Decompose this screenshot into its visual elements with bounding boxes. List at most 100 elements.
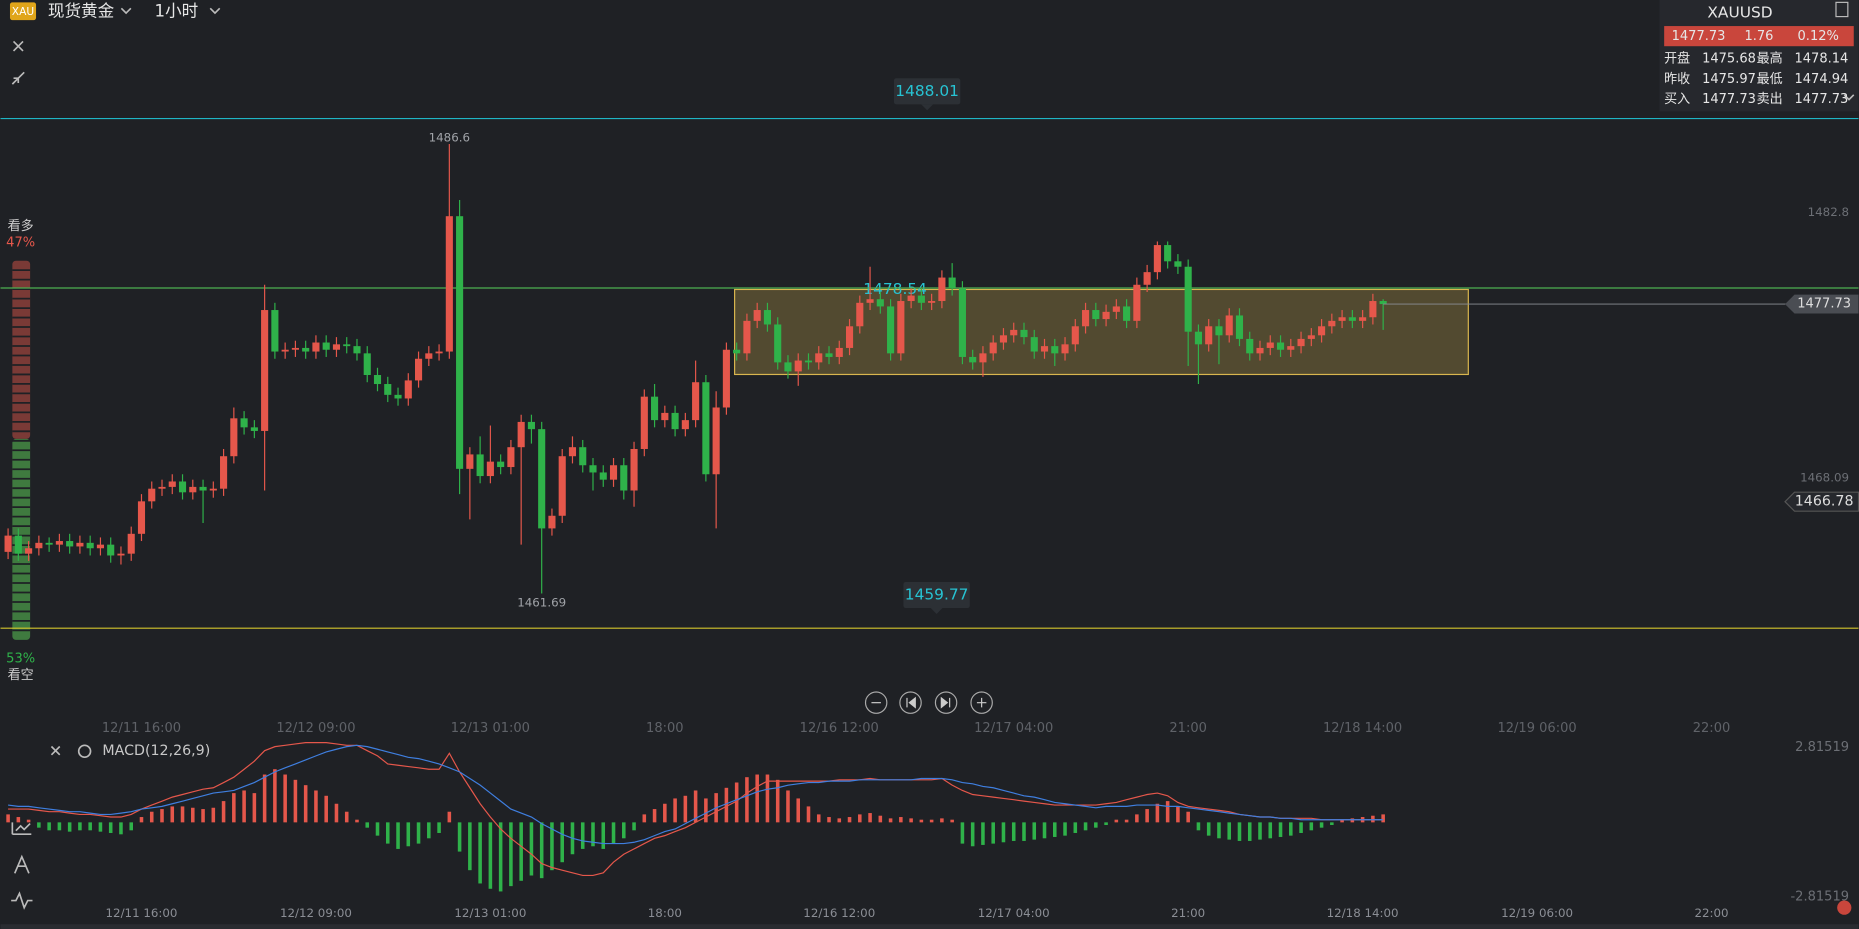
candle-body <box>66 541 74 547</box>
macd-bar <box>26 819 31 823</box>
badge-text: XAU <box>12 5 34 18</box>
long-gauge <box>12 260 31 439</box>
zoom-out[interactable] <box>864 691 888 714</box>
macd-bar <box>1227 822 1231 840</box>
candle-body <box>712 407 720 475</box>
candle-body <box>1143 272 1151 285</box>
macd-bar <box>919 819 924 823</box>
macd-bar <box>119 822 123 835</box>
quote-panel <box>1659 0 1859 112</box>
candle-body <box>497 461 505 468</box>
quote-price-bar <box>1664 26 1854 47</box>
candle-body <box>1174 261 1182 267</box>
macd-bar <box>601 822 606 849</box>
candle-body <box>558 456 566 516</box>
macd-bar <box>201 809 205 823</box>
macd-bar <box>878 815 883 823</box>
candle-body <box>117 553 125 556</box>
macd-bar <box>1319 822 1324 828</box>
macd-bar <box>868 813 872 823</box>
x-tick-label: 12/17 04:00 <box>974 721 1053 736</box>
macd-bar <box>1186 811 1190 823</box>
candle-body <box>1051 346 1059 354</box>
macd-bar <box>888 818 893 823</box>
candle-body <box>640 396 648 449</box>
candle-body <box>271 310 279 352</box>
candle-body <box>373 375 382 385</box>
x-tick-label: 21:00 <box>1169 721 1207 736</box>
macd-bar <box>950 819 954 823</box>
zoom-in[interactable] <box>970 691 993 714</box>
quote-value: 1478.14 <box>1795 52 1849 67</box>
macd-bar <box>1278 822 1283 837</box>
instrument-selector[interactable]: 现货黄金 <box>48 1 115 20</box>
tool-icon[interactable] <box>13 854 30 874</box>
macd-bar <box>314 790 318 823</box>
macd-bar <box>262 774 267 823</box>
panel-expand[interactable] <box>1843 94 1855 101</box>
macd-bar <box>1022 822 1026 841</box>
candle-body <box>1369 301 1377 318</box>
macd-bar <box>1176 806 1180 823</box>
candle-body <box>1030 337 1038 352</box>
candle-body <box>1297 338 1305 347</box>
macd-bar <box>334 803 339 823</box>
macd-bar <box>1258 822 1262 840</box>
candle-body <box>281 349 289 352</box>
macd-bar <box>427 822 431 839</box>
dropdown-arrow[interactable] <box>209 7 221 15</box>
candle-body <box>1112 306 1120 312</box>
macd-bar <box>539 822 544 879</box>
macd-bar <box>67 822 72 832</box>
short-pct: 53% <box>6 651 35 666</box>
macd-bar <box>303 785 308 823</box>
dropdown-arrow[interactable] <box>120 7 132 15</box>
candle-body <box>743 320 751 354</box>
indicator-close[interactable] <box>50 745 61 756</box>
shrink-button[interactable] <box>11 71 25 85</box>
macd-bar <box>1052 822 1057 837</box>
candle-body <box>548 515 556 529</box>
scroll-start[interactable] <box>899 691 922 714</box>
last-price-tag <box>1785 294 1859 314</box>
candle-body <box>763 310 772 325</box>
macd-bar <box>324 795 328 823</box>
quote-label: 买入 <box>1664 92 1690 107</box>
price-tag-pointer <box>930 608 943 614</box>
price-tag <box>903 581 970 609</box>
candle-body <box>1123 306 1131 321</box>
x-tick-label: 12/17 04:00 <box>978 906 1050 920</box>
x-tick-label: 21:00 <box>1171 906 1205 920</box>
macd-bar <box>765 774 770 823</box>
candle-body <box>999 335 1008 343</box>
quote-label: 昨收 <box>1664 72 1690 87</box>
symbol-badge <box>9 2 37 21</box>
tool-icon[interactable] <box>11 891 33 910</box>
scroll-end[interactable] <box>934 691 958 714</box>
candle-body <box>312 342 320 352</box>
candle-body <box>825 353 833 357</box>
candle-body <box>630 448 638 491</box>
candle-body <box>681 420 689 430</box>
notification[interactable] <box>1837 900 1852 915</box>
indicator-settings[interactable] <box>77 744 92 759</box>
macd-bar <box>293 779 298 823</box>
tool-icon[interactable] <box>11 822 32 836</box>
macd-bar <box>406 822 411 847</box>
candle-body <box>189 486 197 493</box>
macd-dif-line <box>8 742 1384 877</box>
panel-menu[interactable] <box>1835 1 1849 18</box>
period-selector[interactable]: 1小时 <box>155 1 199 20</box>
close-button[interactable] <box>12 40 24 52</box>
macd-bar <box>1247 822 1252 841</box>
scroll-start-icon <box>906 696 916 709</box>
candle-body <box>661 412 669 421</box>
macd-bar <box>683 795 688 823</box>
candle-body <box>445 216 453 352</box>
macd-bar <box>478 822 482 884</box>
macd-bar <box>827 817 831 823</box>
long-pct: 47% <box>6 235 35 250</box>
macd-bar <box>1330 822 1334 826</box>
long-label: 看多 <box>8 218 34 234</box>
